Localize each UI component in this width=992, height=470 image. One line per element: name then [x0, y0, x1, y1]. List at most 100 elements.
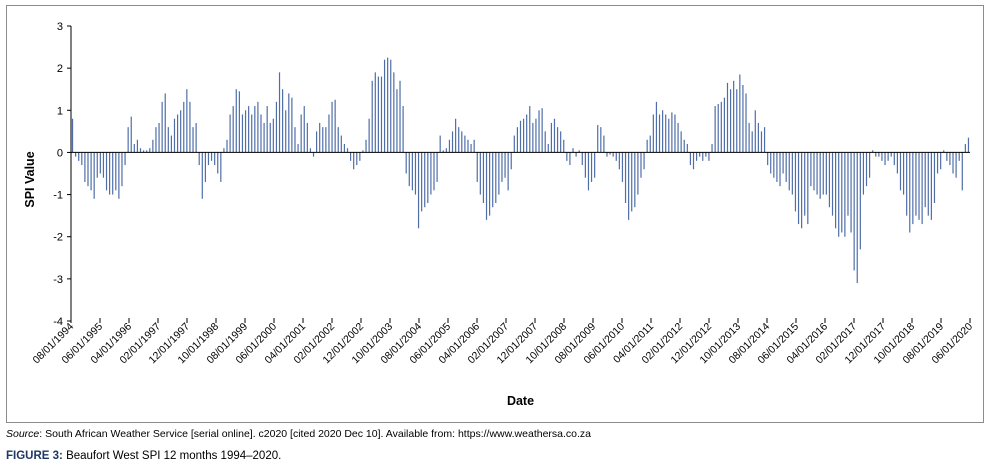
- chart-frame: 3 2 1 0 -1 -2 -3 -4 08/01/1994 06/01/1995 04/01/19…: [6, 5, 984, 423]
- bar: [291, 97, 293, 153]
- bar: [260, 114, 262, 153]
- bar: [161, 101, 163, 153]
- bar: [513, 135, 515, 153]
- bar: [816, 152, 818, 195]
- bar: [609, 152, 611, 155]
- bar: [241, 114, 244, 153]
- bar: [229, 114, 231, 153]
- bar: [940, 152, 942, 170]
- bar: [87, 152, 89, 187]
- bar: [569, 152, 571, 166]
- bar: [278, 72, 281, 153]
- bar: [476, 152, 478, 182]
- bar: [303, 106, 305, 153]
- source-note: Source: South African Weather Service [s…: [6, 428, 591, 440]
- bar: [906, 152, 908, 216]
- bar: [776, 152, 778, 182]
- bar: [899, 152, 902, 191]
- bar: [581, 152, 583, 166]
- bar: [794, 152, 797, 212]
- bar: [961, 152, 963, 191]
- bar: [300, 114, 302, 153]
- bar: [371, 80, 373, 153]
- bar: [893, 152, 895, 166]
- bar: [680, 131, 682, 153]
- bar: [655, 101, 658, 153]
- bar: [668, 118, 670, 153]
- bar: [723, 97, 725, 153]
- bar: [773, 152, 775, 178]
- bar: [516, 127, 519, 153]
- bar: [912, 152, 914, 225]
- bar: [600, 127, 602, 153]
- bar: [967, 137, 970, 153]
- bar: [933, 152, 936, 203]
- bar: [828, 152, 831, 208]
- bar: [325, 127, 327, 153]
- bar: [955, 152, 957, 178]
- bar: [266, 106, 268, 153]
- bar: [204, 152, 206, 182]
- bar: [844, 152, 846, 237]
- bar: [121, 152, 123, 187]
- bar: [133, 144, 135, 153]
- y-tick-label: 2: [57, 63, 63, 75]
- bar: [665, 114, 667, 153]
- bar: [887, 152, 889, 161]
- bar: [924, 152, 926, 208]
- bar: [439, 135, 441, 153]
- bar: [288, 93, 290, 153]
- bar: [189, 101, 191, 153]
- bar: [183, 101, 185, 153]
- bar: [578, 150, 580, 153]
- bar: [695, 152, 698, 161]
- bar: [819, 152, 821, 199]
- bar: [482, 152, 485, 203]
- bar: [297, 144, 299, 153]
- bar: [93, 152, 95, 199]
- bar: [853, 152, 855, 271]
- bar: [946, 152, 948, 161]
- bar: [726, 82, 729, 153]
- bar: [220, 152, 222, 182]
- bar: [244, 110, 247, 153]
- bar: [807, 152, 809, 225]
- bar: [442, 150, 444, 153]
- bar: [896, 152, 898, 174]
- bar: [856, 152, 858, 284]
- bar: [473, 139, 475, 153]
- bar: [572, 148, 574, 153]
- figure-title: Beaufort West SPI 12 months 1994–2020.: [62, 450, 282, 462]
- figure-number: FIGURE 3:: [6, 450, 63, 462]
- bar: [272, 118, 274, 153]
- bar: [195, 122, 197, 153]
- y-tick-label: -3: [53, 274, 63, 286]
- bar: [167, 127, 169, 153]
- bar: [105, 152, 108, 191]
- bar: [421, 152, 423, 212]
- bar: [356, 152, 358, 166]
- y-axis-title: SPI Value: [23, 151, 37, 207]
- bar: [869, 152, 871, 178]
- bar: [143, 150, 145, 153]
- bar: [455, 118, 457, 153]
- bar: [841, 152, 843, 233]
- source-label: Source: [6, 428, 40, 440]
- bar: [862, 152, 865, 195]
- bar: [251, 114, 253, 153]
- bar: [875, 152, 877, 157]
- bar: [791, 152, 793, 195]
- bar: [340, 135, 342, 153]
- bar: [99, 152, 101, 174]
- bar: [918, 152, 920, 220]
- bar: [294, 127, 296, 153]
- bar: [711, 144, 713, 153]
- bar: [692, 152, 695, 170]
- bar: [84, 152, 86, 182]
- bar: [884, 152, 886, 166]
- bar: [519, 120, 522, 153]
- bar: [316, 131, 318, 153]
- bar: [699, 152, 701, 157]
- bar: [383, 59, 386, 153]
- bar: [485, 152, 488, 220]
